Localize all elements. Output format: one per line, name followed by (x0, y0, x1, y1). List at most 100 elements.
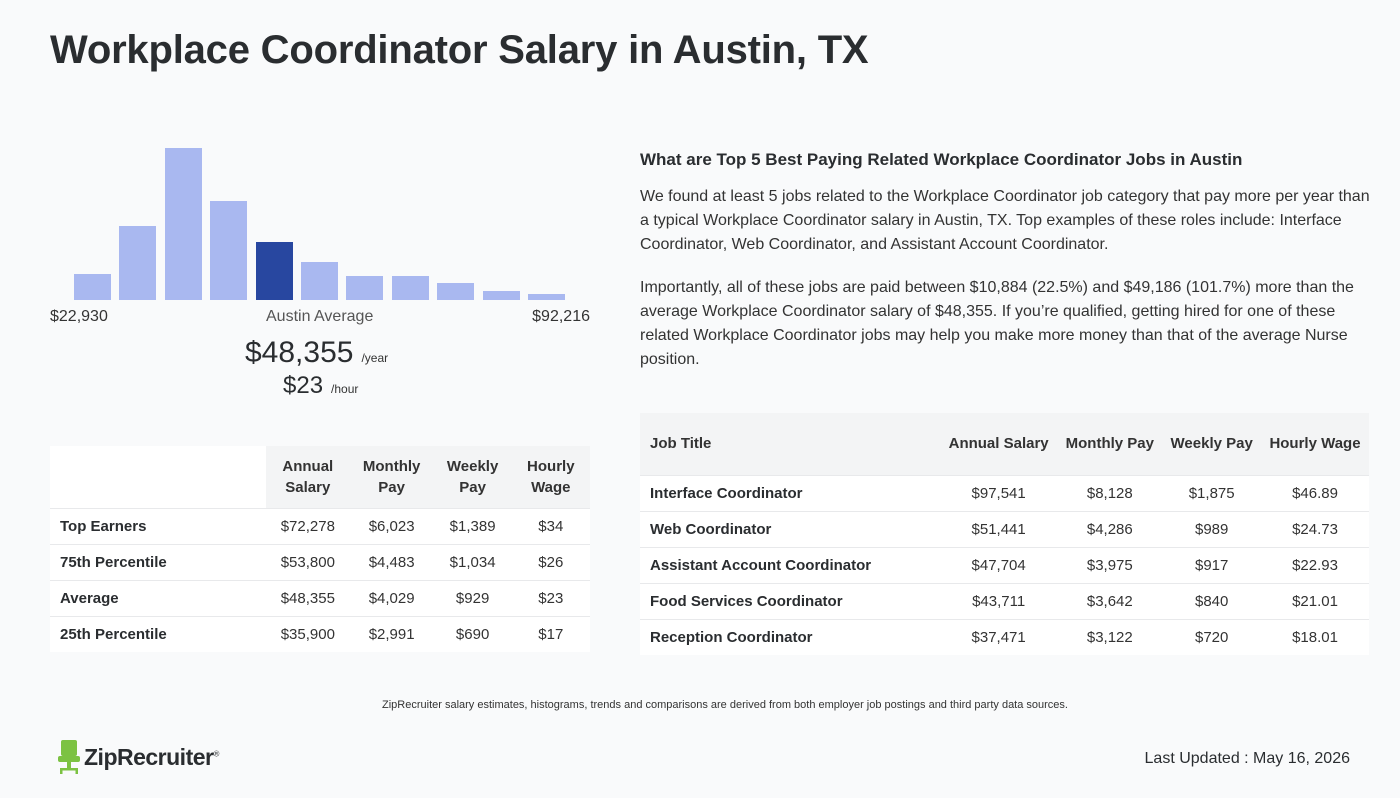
cell-hourly: $17 (511, 615, 590, 652)
job-title: Reception Coordinator (640, 618, 940, 655)
hourly-pay: $23 /hour (283, 372, 358, 400)
histogram-max-label: $92,216 (532, 308, 590, 325)
cell-hourly: $22.93 (1261, 546, 1369, 583)
histogram-bar (164, 148, 202, 300)
cell-hourly: $34 (511, 507, 590, 544)
row-label: 25th Percentile (50, 615, 266, 652)
related-jobs-table: Job Title Annual Salary Monthly Pay Week… (640, 413, 1369, 655)
row-label: 75th Percentile (50, 543, 266, 580)
job-title: Interface Coordinator (640, 474, 940, 511)
cell-monthly: $8,128 (1057, 474, 1163, 511)
data-source-footnote: ZipRecruiter salary estimates, histogram… (382, 699, 1068, 711)
histogram-bar (301, 262, 338, 300)
table-row: 75th Percentile $53,800 $4,483 $1,034 $2… (50, 543, 590, 580)
cell-monthly: $6,023 (349, 507, 434, 544)
table-row: Web Coordinator $51,441 $4,286 $989 $24.… (640, 510, 1369, 547)
row-label: Top Earners (50, 507, 266, 544)
table-header: Monthly Pay (1057, 413, 1163, 475)
histogram-bar (119, 226, 157, 300)
page-title: Workplace Coordinator Salary in Austin, … (50, 28, 869, 72)
logo-wordmark: ZipRecruiter (84, 743, 214, 770)
ziprecruiter-logo[interactable]: ZipRecruiter® (58, 740, 219, 774)
histogram-bar (482, 291, 520, 300)
logo-text: ZipRecruiter® (84, 744, 219, 771)
histogram-bar (391, 276, 429, 300)
job-title: Web Coordinator (640, 510, 940, 547)
table-header: Annual Salary (940, 413, 1058, 475)
cell-hourly: $46.89 (1261, 474, 1369, 511)
registered-mark: ® (213, 748, 219, 758)
salary-histogram (50, 120, 590, 300)
cell-monthly: $4,483 (349, 543, 434, 580)
table-header: Weekly Pay (1162, 413, 1262, 475)
cell-weekly: $1,389 (433, 507, 512, 544)
histogram-bar (528, 294, 565, 300)
yearly-pay: $48,355 /year (245, 336, 388, 370)
table-row: Reception Coordinator $37,471 $3,122 $72… (640, 618, 1369, 655)
histogram-bar (210, 201, 248, 300)
histogram-bar (74, 274, 111, 300)
cell-annual: $51,441 (940, 510, 1058, 547)
job-title: Food Services Coordinator (640, 582, 940, 619)
table-row: Interface Coordinator $97,541 $8,128 $1,… (640, 474, 1369, 511)
chair-icon (58, 740, 80, 774)
cell-monthly: $3,122 (1057, 618, 1163, 655)
cell-hourly: $18.01 (1261, 618, 1369, 655)
related-jobs-paragraph: We found at least 5 jobs related to the … (640, 188, 1370, 253)
cell-monthly: $3,975 (1057, 546, 1163, 583)
cell-hourly: $26 (511, 543, 590, 580)
table-header-row: Job Title Annual Salary Monthly Pay Week… (640, 413, 1369, 475)
table-row: 25th Percentile $35,900 $2,991 $690 $17 (50, 615, 590, 652)
histogram-average-label: Austin Average (266, 308, 374, 325)
cell-annual: $47,704 (940, 546, 1058, 583)
yearly-pay-unit: /year (361, 351, 389, 365)
cell-hourly: $24.73 (1261, 510, 1369, 547)
table-header: Monthly Pay (349, 446, 434, 508)
hourly-pay-amount: $23 (283, 372, 324, 399)
table-row: Food Services Coordinator $43,711 $3,642… (640, 582, 1369, 619)
table-header: Hourly Wage (511, 446, 590, 508)
cell-weekly: $690 (433, 615, 512, 652)
cell-weekly: $720 (1162, 618, 1262, 655)
cell-weekly: $929 (433, 579, 512, 616)
table-header: Job Title (640, 413, 940, 475)
cell-weekly: $840 (1162, 582, 1262, 619)
cell-hourly: $23 (511, 579, 590, 616)
cell-annual: $43,711 (940, 582, 1058, 619)
histogram-bar (437, 283, 475, 300)
cell-weekly: $1,875 (1162, 474, 1262, 511)
cell-annual: $97,541 (940, 474, 1058, 511)
yearly-pay-amount: $48,355 (245, 336, 354, 369)
last-updated: Last Updated : May 16, 2026 (1144, 750, 1350, 767)
cell-weekly: $1,034 (433, 543, 512, 580)
cell-weekly: $917 (1162, 546, 1262, 583)
table-row: Average $48,355 $4,029 $929 $23 (50, 579, 590, 616)
histogram-bar-average (255, 242, 293, 300)
cell-annual: $53,800 (266, 543, 350, 580)
hourly-pay-unit: /hour (331, 382, 359, 396)
table-header-blank (50, 446, 266, 508)
cell-monthly: $2,991 (349, 615, 434, 652)
related-jobs-paragraph: Importantly, all of these jobs are paid … (640, 279, 1354, 368)
cell-weekly: $989 (1162, 510, 1262, 547)
percentile-table: Annual Salary Monthly Pay Weekly Pay Hou… (50, 446, 590, 652)
table-header: Weekly Pay (433, 446, 512, 508)
cell-annual: $72,278 (266, 507, 350, 544)
cell-annual: $48,355 (266, 579, 350, 616)
cell-annual: $35,900 (266, 615, 350, 652)
cell-monthly: $4,029 (349, 579, 434, 616)
cell-monthly: $4,286 (1057, 510, 1163, 547)
histogram-bar (346, 276, 384, 300)
job-title: Assistant Account Coordinator (640, 546, 940, 583)
cell-monthly: $3,642 (1057, 582, 1163, 619)
cell-annual: $37,471 (940, 618, 1058, 655)
table-header: Hourly Wage (1261, 413, 1369, 475)
histogram-min-label: $22,930 (50, 308, 108, 325)
table-row: Top Earners $72,278 $6,023 $1,389 $34 (50, 507, 590, 544)
related-jobs-heading: What are Top 5 Best Paying Related Workp… (640, 150, 1243, 169)
cell-hourly: $21.01 (1261, 582, 1369, 619)
table-header: Annual Salary (266, 446, 350, 508)
table-row: Assistant Account Coordinator $47,704 $3… (640, 546, 1369, 583)
row-label: Average (50, 579, 266, 616)
table-header-row: Annual Salary Monthly Pay Weekly Pay Hou… (50, 446, 590, 508)
